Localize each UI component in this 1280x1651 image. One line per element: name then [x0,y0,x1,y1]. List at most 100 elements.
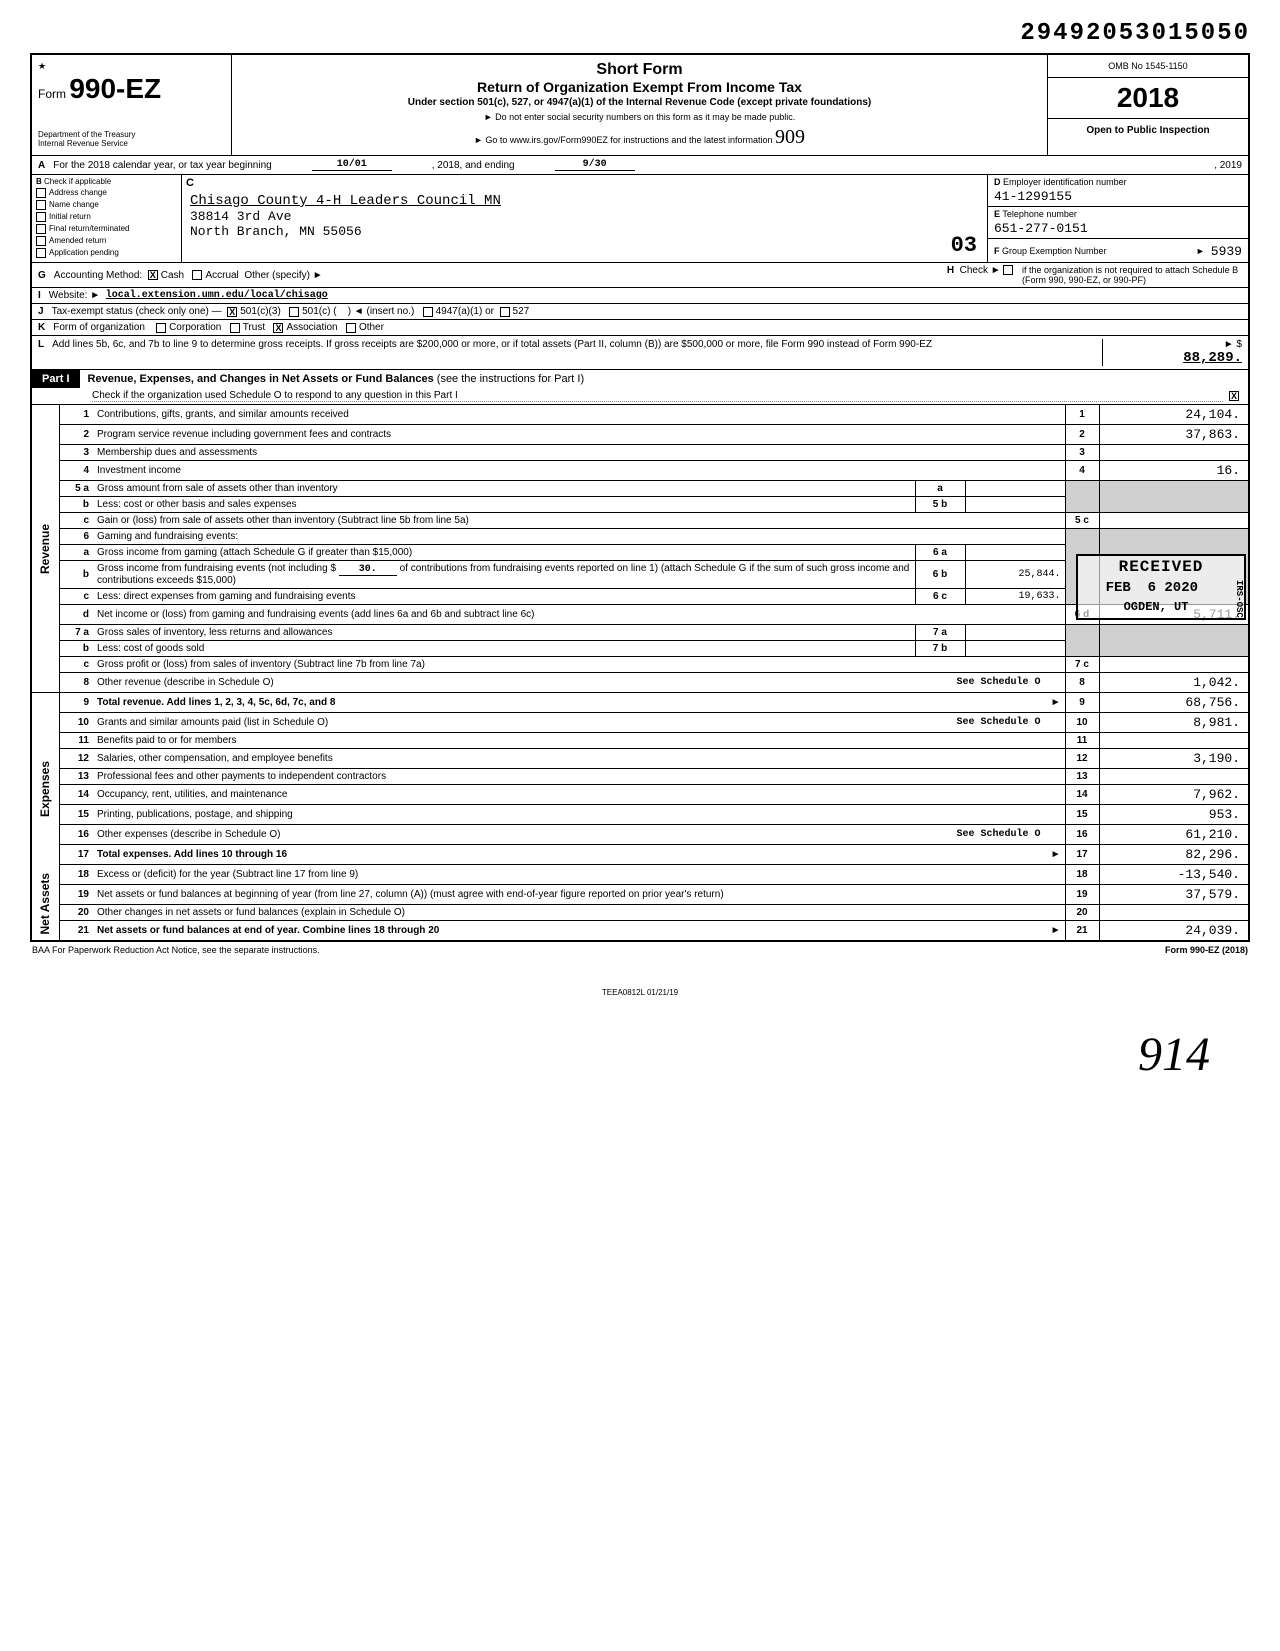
line-4-amount: 16. [1099,461,1249,481]
label-l: L [38,339,44,350]
group-exempt-label: Group Exemption Number [1002,246,1107,256]
document-number: 29492053015050 [30,20,1250,47]
part1-title: Revenue, Expenses, and Changes in Net As… [88,373,434,385]
line-11-desc: Benefits paid to or for members [93,733,1065,749]
chk-application-pending [36,248,46,258]
line-12-amount: 3,190. [1099,749,1249,769]
label-h: H [947,265,954,276]
chk-cash[interactable] [148,270,158,280]
org-addr1: 38814 3rd Ave [190,209,979,224]
line-18-amount: -13,540. [1099,865,1249,885]
row-l: L Add lines 5b, 6c, and 7b to line 9 to … [30,335,1250,369]
line-11-amount [1099,733,1249,749]
form-title-short: Short Form [240,61,1039,79]
row-a-text1: For the 2018 calendar year, or tax year … [53,160,271,171]
line-9-amount: 68,756. [1099,693,1249,713]
line-4-desc: Investment income [93,461,1065,481]
label-a: A [38,160,45,171]
line-6b-desc: Gross income from fundraising events (no… [93,561,915,589]
received-loc: OGDEN, UT [1078,600,1244,614]
footer-left: BAA For Paperwork Reduction Act Notice, … [32,945,320,955]
line-3-desc: Membership dues and assessments [93,445,1065,461]
chk-name-change[interactable] [36,200,46,210]
row-a-text2: , 2018, and ending [432,160,515,171]
check-if-applicable: Check if applicable [44,177,111,186]
line-8-desc: Other revenue (describe in Schedule O) S… [93,673,1065,693]
line-14-amount: 7,962. [1099,785,1249,805]
financial-table: Revenue 1 Contributions, gifts, grants, … [30,404,1250,942]
chk-final-return[interactable] [36,224,46,234]
omb-number: OMB No 1545-1150 [1048,55,1248,78]
chk-initial-return[interactable] [36,212,46,222]
tax-year: 2018 [1048,78,1248,119]
line-10-amount: 8,981. [1099,713,1249,733]
line-5c-desc: Gain or (loss) from sale of assets other… [93,513,1065,529]
label-j: J [38,306,44,317]
label-i: I [38,290,41,301]
chk-address-change[interactable] [36,188,46,198]
phone-label: Telephone number [1002,209,1077,219]
label-e: E [994,209,1000,219]
row-a: A For the 2018 calendar year, or tax yea… [30,155,1250,174]
line-7a-desc: Gross sales of inventory, less returns a… [93,625,915,641]
chk-501c[interactable] [289,307,299,317]
line-5c-amount [1099,513,1249,529]
chk-assoc[interactable] [273,323,283,333]
line-6-desc: Gaming and fundraising events: [93,529,1065,545]
chk-trust[interactable] [230,323,240,333]
label-k: K [38,322,45,333]
ein-value: 41-1299155 [994,189,1242,204]
row-a-text3: , 2019 [1214,160,1242,171]
row-g: G Accounting Method: Cash Accrual Other … [30,262,1250,287]
h-text: if the organization is not required to a… [1022,265,1242,285]
chk-527[interactable] [500,307,510,317]
row-i: I Website: ► local.extension.umn.edu/loc… [30,287,1250,303]
line-1-desc: Contributions, gifts, grants, and simila… [93,405,1065,425]
teea-code: TEEA0812L 01/21/19 [30,988,1250,997]
form-title-full: Return of Organization Exempt From Incom… [240,79,1039,95]
line-8-amount: 1,042. [1099,673,1249,693]
line-17-desc: Total expenses. Add lines 10 through 16 … [93,845,1065,865]
line-7c-amount [1099,657,1249,673]
line-2-amount: 37,863. [1099,425,1249,445]
line-5b-desc: Less: cost or other basis and sales expe… [93,497,915,513]
form-header: ★ Form 990-EZ Department of the Treasury… [30,53,1250,155]
line-10-desc: Grants and similar amounts paid (list in… [93,713,1065,733]
handwritten-03: 03 [951,233,977,258]
line-9-desc: Total revenue. Add lines 1, 2, 3, 4, 5c,… [93,693,1065,713]
l-amount: 88,289. [1183,350,1242,366]
label-g: G [38,270,46,281]
chk-501c3[interactable] [227,307,237,317]
line-20-amount [1099,905,1249,921]
form-subtitle: Under section 501(c), 527, or 4947(a)(1)… [240,97,1039,108]
line-1-amount: 24,104. [1099,405,1249,425]
chk-4947[interactable] [423,307,433,317]
dept-irs: Internal Revenue Service [38,139,128,148]
received-stamp: RECEIVED FEB 6 2020 IRS-OSC OGDEN, UT [1076,554,1246,620]
chk-h[interactable] [1003,265,1013,275]
chk-amended-return[interactable] [36,236,46,246]
line-14-desc: Occupancy, rent, utilities, and maintena… [93,785,1065,805]
line-13-desc: Professional fees and other payments to … [93,769,1065,785]
line-19-desc: Net assets or fund balances at beginning… [93,885,1065,905]
line-5a-desc: Gross amount from sale of assets other t… [93,481,915,497]
form-number: 990-EZ [69,73,161,104]
org-addr2: North Branch, MN 55056 [190,224,979,239]
org-name: Chisago County 4-H Leaders Council MN [190,193,979,209]
line-21-amount: 24,039. [1099,921,1249,942]
chk-corp[interactable] [156,323,166,333]
line-16-amount: 61,210. [1099,825,1249,845]
phone-value: 651-277-0151 [994,221,1242,236]
received-text: RECEIVED [1078,556,1244,576]
tax-year-end: 9/30 [555,159,635,171]
part1-paren: (see the instructions for Part I) [437,373,584,385]
chk-accrual[interactable] [192,270,202,280]
chk-other[interactable] [346,323,356,333]
chk-part1-scho[interactable] [1229,391,1239,401]
handwritten-909: 909 [775,126,805,148]
line-20-desc: Other changes in net assets or fund bala… [93,905,1065,921]
tax-year-begin: 10/01 [312,159,392,171]
open-to-public: Open to Public Inspection [1048,119,1248,155]
line-21-desc: Net assets or fund balances at end of ye… [93,921,1065,942]
line-2-desc: Program service revenue including govern… [93,425,1065,445]
